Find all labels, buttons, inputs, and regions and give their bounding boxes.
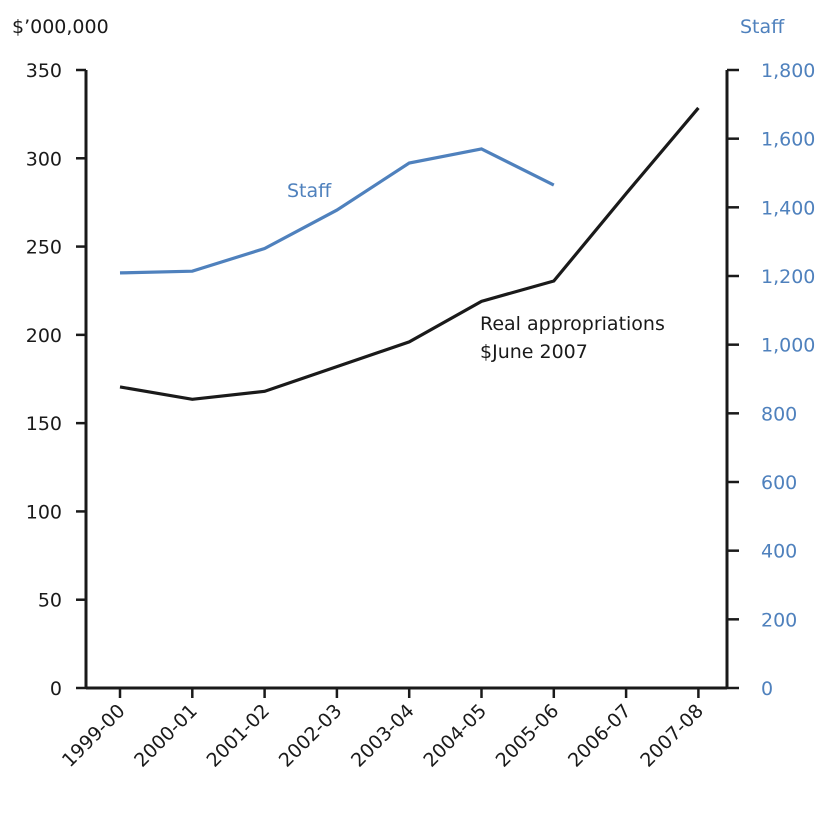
left-tick-label: 100	[26, 501, 62, 523]
right-axis-title: Staff	[740, 16, 785, 38]
right-tick-label: 800	[761, 403, 797, 425]
left-tick-label: 50	[38, 590, 62, 612]
right-tick-label: 1,200	[761, 266, 815, 288]
series-label-staff: Staff	[287, 180, 332, 202]
x-tick-label: 2000-01	[130, 700, 202, 772]
left-tick-label: 150	[26, 413, 62, 435]
x-tick-label: 2004-05	[419, 700, 491, 772]
right-tick-label: 0	[761, 678, 773, 700]
x-tick-label: 2006-07	[564, 700, 636, 772]
right-tick-label: 200	[761, 609, 797, 631]
x-tick-label: 2007-08	[636, 700, 708, 772]
series-label-appropriations-line2: $June 2007	[480, 341, 588, 363]
x-tick-label: 2001-02	[202, 700, 274, 772]
x-tick-label: 2005-06	[492, 700, 564, 772]
right-tick-label: 1,600	[761, 129, 815, 151]
series-label-appropriations-line1: Real appropriations	[480, 313, 665, 335]
left-tick-label: 350	[26, 60, 62, 82]
x-tick-label: 2003-04	[347, 700, 419, 772]
right-tick-label: 400	[761, 541, 797, 563]
left-tick-label: 200	[26, 325, 62, 347]
right-tick-label: 600	[761, 472, 797, 494]
right-tick-label: 1,000	[761, 335, 815, 357]
right-tick-label: 1,400	[761, 197, 815, 219]
left-tick-label: 300	[26, 148, 62, 170]
left-tick-label: 0	[50, 678, 62, 700]
x-tick-label: 1999-00	[58, 700, 130, 772]
x-tick-label: 2002-03	[275, 700, 347, 772]
series-line-appropriations	[119, 106, 700, 401]
right-tick-label: 1,800	[761, 60, 815, 82]
series-line-staff	[119, 147, 555, 275]
left-axis-title: $’000,000	[12, 16, 109, 38]
left-tick-label: 250	[26, 237, 62, 259]
